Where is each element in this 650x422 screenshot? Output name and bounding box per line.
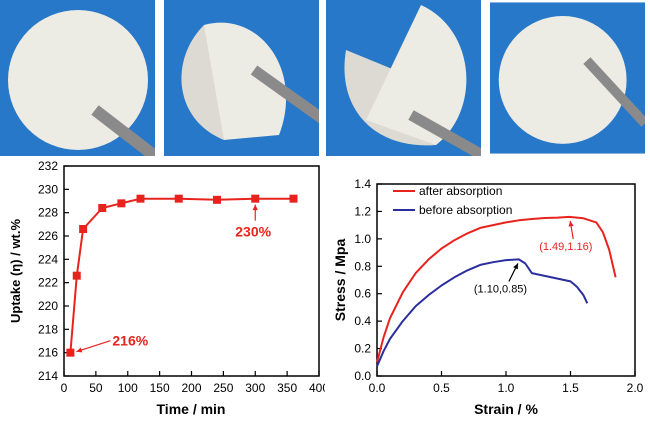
x-axis-label: Time / min xyxy=(157,401,226,417)
x-tick-label: 350 xyxy=(277,381,297,395)
annotation-216: 216% xyxy=(112,333,148,349)
y-tick-label: 0.6 xyxy=(354,287,371,301)
x-tick-label: 50 xyxy=(89,381,103,395)
x-tick-label: 200 xyxy=(181,381,201,395)
photo-1-flat-disc xyxy=(0,0,155,156)
x-tick-label: 150 xyxy=(150,381,170,395)
x-tick-label: 2.0 xyxy=(627,381,644,395)
photo-2-folded-disc xyxy=(164,0,319,156)
x-tick-label: 0 xyxy=(61,381,68,395)
y-axis-label: Stress / Mpa xyxy=(332,239,348,322)
annotation-peak-after: (1.49,1.16) xyxy=(539,241,592,253)
data-point xyxy=(66,348,75,357)
uptake-chart: 0 50 100 150 200 250 300 350 400 214 216 218 220 222 2… xyxy=(8,160,325,417)
annotation-230: 230% xyxy=(235,224,271,240)
series-line-1 xyxy=(376,258,589,367)
legend: after absorption before absorption xyxy=(393,184,512,217)
annotation-arrowhead xyxy=(252,204,258,211)
y-tick-label: 222 xyxy=(38,276,58,290)
stress-strain-chart: 0.0 0.5 1.0 1.5 2.00.00.20.40.60.81.01.21.4 … xyxy=(332,177,644,417)
data-point xyxy=(72,271,81,280)
annotation-peak-before: (1.10,0.85) xyxy=(474,283,527,295)
data-point xyxy=(136,194,145,203)
x-tick-label: 1.0 xyxy=(498,381,515,395)
x-tick-label: 0.0 xyxy=(369,381,386,395)
y-tick-label: 230 xyxy=(38,182,58,196)
y-tick-label: 214 xyxy=(38,369,58,383)
series-line-0 xyxy=(69,197,294,353)
y-tick-label: 232 xyxy=(38,160,58,173)
data-point xyxy=(289,194,298,203)
annotation-arrowhead xyxy=(568,220,574,227)
y-tick-label: 0.8 xyxy=(354,259,371,273)
y-tick-label: 1.4 xyxy=(354,177,371,191)
x-tick-label: 400 xyxy=(309,381,325,395)
y-tick-label: 226 xyxy=(38,229,58,243)
data-point xyxy=(174,194,183,203)
legend-label-before: before absorption xyxy=(419,203,512,217)
x-tick-label: 250 xyxy=(213,381,233,395)
annotation-arrow xyxy=(76,340,111,353)
x-tick-label: 100 xyxy=(118,381,138,395)
photo-3-folded-disc xyxy=(326,0,481,156)
y-tick-label: 0.0 xyxy=(354,369,371,383)
y-axis-label: Uptake (η) / wt.% xyxy=(8,219,23,323)
photo-4-flat-disc xyxy=(490,2,645,154)
x-axis-label: Strain / % xyxy=(474,401,538,417)
y-tick-label: 228 xyxy=(38,206,58,220)
y-tick-label: 0.2 xyxy=(354,342,371,356)
y-tick-label: 224 xyxy=(38,252,58,266)
x-tick-label: 0.5 xyxy=(433,381,450,395)
data-point xyxy=(213,195,221,204)
annotation-arrowhead xyxy=(513,263,518,270)
annotation-arrowhead xyxy=(76,347,83,353)
legend-label-after: after absorption xyxy=(419,184,502,198)
photo-strip xyxy=(0,0,650,158)
y-tick-label: 216 xyxy=(38,346,58,360)
data-point xyxy=(79,225,88,233)
y-tick-label: 1.2 xyxy=(354,204,371,218)
y-tick-label: 220 xyxy=(38,299,58,313)
series-line-0 xyxy=(376,215,617,363)
y-tick-label: 1.0 xyxy=(354,232,371,246)
x-tick-label: 1.5 xyxy=(562,381,579,395)
y-tick-label: 218 xyxy=(38,322,58,336)
plot-frame xyxy=(63,165,320,377)
y-tick-label: 0.4 xyxy=(354,314,371,328)
data-point xyxy=(251,194,260,203)
data-point xyxy=(117,199,126,208)
x-tick-label: 300 xyxy=(245,381,265,395)
data-point xyxy=(98,204,107,212)
